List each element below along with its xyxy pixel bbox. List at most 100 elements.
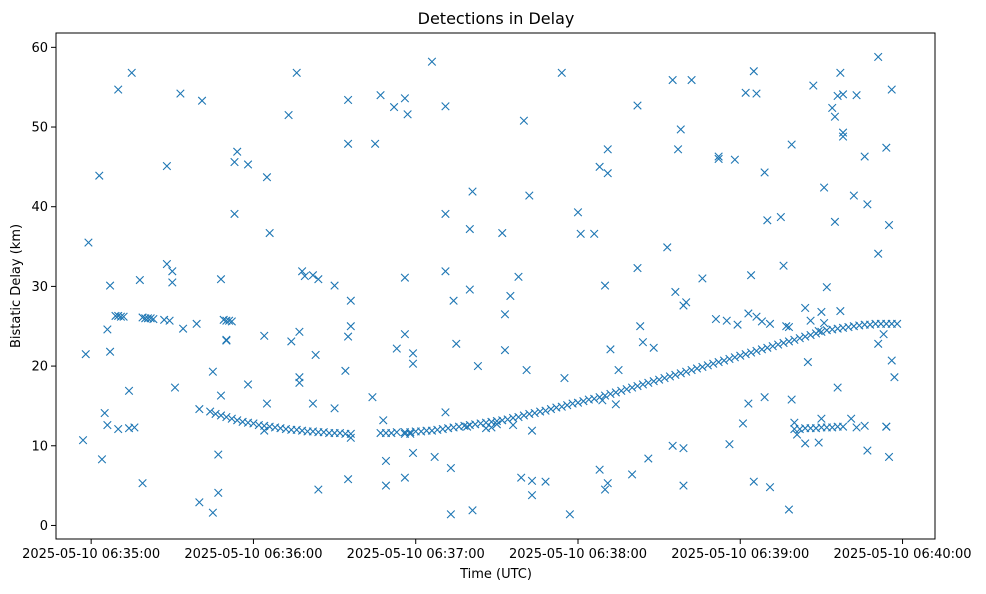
data-point [773,340,783,349]
y-tick-label: 40 [31,200,48,215]
data-point [603,145,612,154]
data-point [403,110,412,119]
data-point [124,386,134,395]
data-point [638,337,648,347]
data-point [514,272,523,282]
data-point [260,426,269,435]
data-point [341,366,350,376]
data-point [884,220,894,230]
data-point [633,263,642,273]
data-point [103,325,112,334]
data-point [400,473,410,482]
data-point [430,452,439,462]
data-point [849,191,859,200]
data-point [600,281,610,290]
data-point [725,439,734,449]
data-point [346,433,355,442]
data-point [162,259,172,269]
data-point [822,283,832,292]
data-point [214,488,223,497]
data-point [525,191,534,200]
data-point [519,116,529,125]
data-point [654,375,664,384]
data-point [314,485,323,494]
data-point [170,383,180,392]
data-point [527,426,537,435]
data-point [462,422,472,431]
data-point [346,429,355,439]
data-point [519,411,529,420]
data-point [427,57,437,66]
data-point [560,373,569,383]
data-point [649,377,658,386]
data-point [833,383,842,392]
data-point [508,420,518,430]
y-axis-label: Bistatic Delay (km) [9,224,24,348]
data-point [295,373,304,382]
data-point [243,160,253,169]
data-point [800,303,810,313]
data-point [135,275,145,285]
data-point [603,479,612,488]
data-point [787,395,796,404]
data-point [446,510,456,519]
data-point [343,475,353,484]
data-point [679,481,688,490]
x-tick-label: 2025-05-10 06:35:00 [22,547,160,562]
data-point [468,187,477,196]
data-point [874,339,883,348]
x-tick-label: 2025-05-10 06:39:00 [671,547,809,562]
data-point [392,428,401,437]
data-point [100,408,109,418]
y-axis-ticks: 0 10 20 30 40 50 60 [31,41,56,534]
data-point [284,110,293,120]
data-point [441,209,450,219]
data-point [84,238,93,247]
data-point [211,409,220,419]
y-tick-label: 30 [31,280,48,295]
data-point [814,438,823,447]
data-point [176,89,185,98]
data-point [297,267,307,276]
data-point [81,349,90,359]
data-point [760,168,769,177]
data-point [376,90,385,100]
data-point [760,392,769,402]
data-point [644,378,653,388]
data-point [838,128,848,137]
data-point [114,424,123,434]
data-point [736,351,745,360]
data-point [809,81,818,90]
data-point [663,243,672,252]
data-point [671,370,680,380]
data-point [205,407,215,416]
data-point [105,281,115,290]
data-point [105,347,115,356]
data-point [541,406,550,415]
data-point [830,112,840,121]
data-point [673,145,683,154]
data-point [733,320,742,329]
y-tick-label: 60 [31,41,48,56]
data-point [381,456,391,466]
data-point [441,267,450,276]
data-point [806,316,815,325]
data-point [687,365,696,375]
data-point [757,317,767,326]
data-point [622,385,631,394]
data-point [627,383,637,392]
data-point [500,345,510,355]
data-point [749,477,758,486]
data-point [308,399,318,408]
data-point [633,101,642,110]
data-point [230,157,239,167]
data-point [506,291,515,301]
data-point [698,274,707,283]
data-point [887,356,896,365]
data-point [595,162,604,172]
y-tick-label: 0 [40,519,48,534]
data-point [530,408,539,418]
data-point [114,85,123,94]
data-point [265,228,274,238]
